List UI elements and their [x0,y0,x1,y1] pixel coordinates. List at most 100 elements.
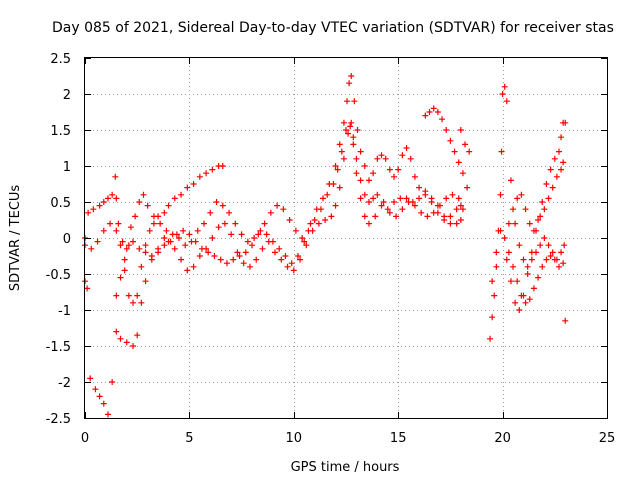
x-tick-label: 5 [185,431,193,446]
data-point [457,202,464,209]
data-point [348,73,355,79]
data-point [403,145,410,151]
data-point [119,238,126,245]
data-point [315,220,322,227]
axis-ticks: 0 5 10 15 20 25 -2.5 -2 -1.5 -1 -0.5 0 0.5 1 1.5 2 2.5 [46,52,616,446]
data-point [100,199,107,205]
y-tick-label: -2.5 [46,412,71,427]
data-point [487,335,494,342]
data-point [374,155,381,162]
data-point [171,195,178,202]
data-point [430,105,437,112]
data-point [121,267,128,274]
data-point [370,170,377,177]
data-point [447,213,454,220]
data-point [94,238,101,245]
data-point [528,256,535,263]
data-point [411,202,418,209]
data-point [178,191,185,198]
data-point [562,119,569,126]
data-point [489,278,496,285]
data-point [350,141,357,148]
data-point [117,274,124,281]
y-tick-label: 0 [63,232,71,247]
data-point [418,209,425,216]
data-point [180,227,187,234]
data-point [365,177,372,184]
data-point [549,184,556,191]
data-point [466,148,473,155]
data-point [219,202,226,209]
data-point [428,199,435,205]
y-axis-label: SDTVAR / TECUs [8,185,23,292]
data-point [365,199,372,205]
data-point [203,170,210,177]
data-point [311,217,318,223]
data-point [330,181,337,187]
data-point [192,238,199,245]
data-point [140,191,147,198]
data-point [380,199,387,205]
data-point [263,231,270,238]
data-point [441,217,448,223]
data-point [399,152,406,159]
data-point [198,245,205,252]
x-tick-label: 0 [81,431,89,446]
data-point [545,195,552,202]
data-point [524,263,531,270]
data-point [307,220,314,227]
data-point [426,109,433,115]
data-point [439,116,446,123]
data-point [209,235,216,241]
data-point [255,231,262,238]
data-point [332,202,339,209]
data-point [286,217,293,223]
data-point [249,242,256,249]
data-point [361,191,368,198]
data-point [558,166,565,173]
data-point [405,199,412,205]
data-point [104,195,111,202]
data-point [201,220,208,227]
data-point [451,148,458,155]
data-point [350,134,357,141]
data-point [132,213,139,220]
data-point [374,191,381,198]
data-point [510,206,517,213]
data-point [541,235,548,241]
data-point [253,256,260,263]
data-point [530,285,537,292]
data-point [276,245,283,252]
series-track-b [82,163,226,306]
data-point [127,224,134,231]
data-point [123,339,130,346]
data-point [424,213,431,220]
series-track-g [489,227,569,324]
data-point [228,231,235,238]
data-point [395,166,402,173]
data-point [134,332,141,339]
data-point [493,263,500,270]
y-tick-label: 1 [63,160,71,175]
data-point [294,253,301,259]
data-point [543,181,550,187]
data-point [167,238,174,245]
data-point [422,112,429,119]
data-point [407,155,414,162]
chart-title: Day 085 of 2021, Sidereal Day-to-day VTE… [52,20,614,36]
data-point [357,195,364,202]
data-point [391,199,398,205]
data-point [547,253,554,259]
data-point [113,227,120,234]
data-point [501,235,508,241]
data-point [344,98,351,105]
data-point [555,148,562,155]
data-point [299,235,306,241]
data-point [549,249,556,256]
data-point [503,256,510,263]
data-point [211,253,218,259]
data-point [113,195,120,202]
data-point [507,177,514,184]
data-point [113,292,120,299]
data-point [464,184,471,191]
